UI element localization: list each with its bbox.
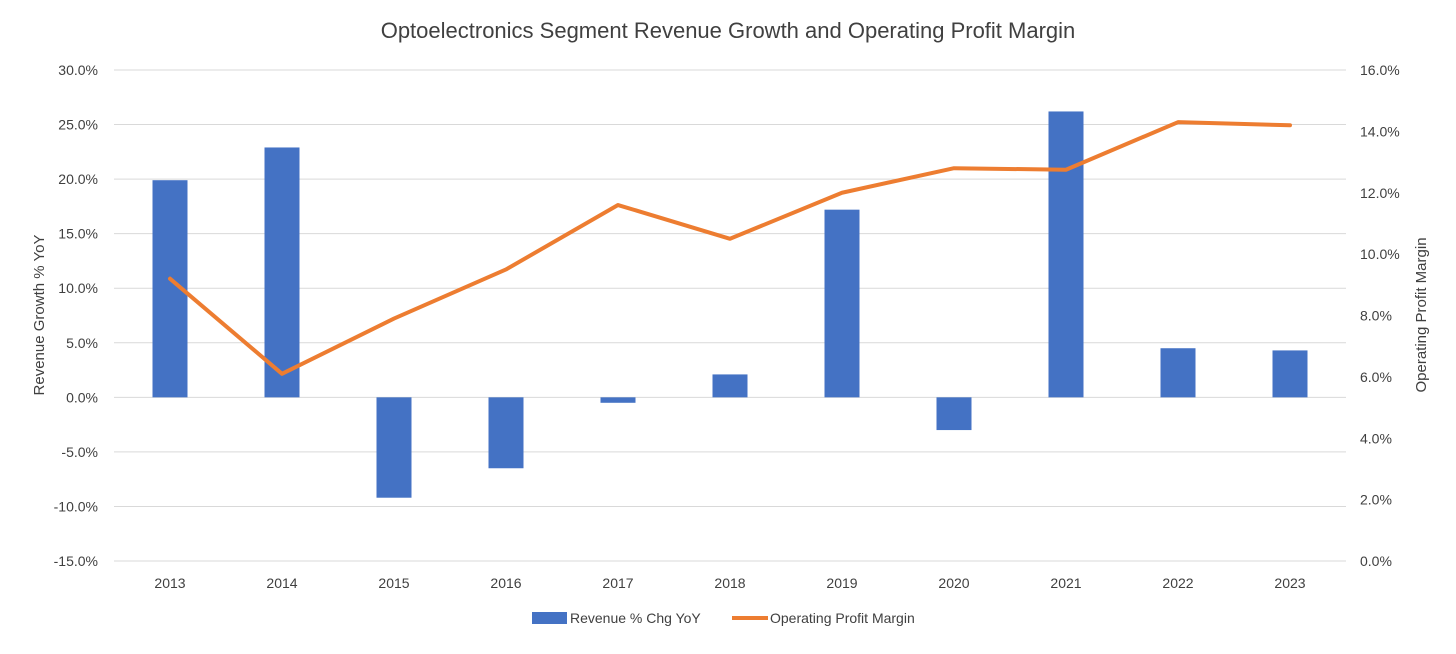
y2-tick-label: 14.0% bbox=[1360, 123, 1400, 139]
y-tick-label: 25.0% bbox=[58, 117, 98, 133]
y-axis-label: Revenue Growth % YoY bbox=[31, 235, 48, 396]
y-tick-label: 0.0% bbox=[66, 389, 98, 405]
y-tick-label: -15.0% bbox=[54, 553, 98, 569]
line-series bbox=[170, 122, 1290, 374]
y-tick-label: 5.0% bbox=[66, 335, 98, 351]
x-tick-label: 2022 bbox=[1162, 575, 1193, 591]
bar-2023 bbox=[1273, 350, 1308, 397]
x-axis-ticks: 2013 2014 2015 2016 2017 2018 2019 2020 2021 2022… bbox=[154, 575, 1305, 591]
chart-title: Optoelectronics Segment Revenue Growth a… bbox=[381, 18, 1076, 43]
bar-2020 bbox=[937, 397, 972, 430]
operating-profit-margin-line bbox=[170, 122, 1290, 374]
x-tick-label: 2017 bbox=[602, 575, 633, 591]
y-axis-ticks: 30.0% 25.0% 20.0% 15.0% 10.0% 5.0% 0.0% -5.0% -1… bbox=[54, 62, 98, 569]
bar-2018 bbox=[713, 374, 748, 397]
y2-axis-label: Operating Profit Margin bbox=[1413, 237, 1430, 392]
x-tick-label: 2015 bbox=[378, 575, 409, 591]
x-tick-label: 2014 bbox=[266, 575, 297, 591]
bar-2022 bbox=[1161, 348, 1196, 397]
legend: Revenue % Chg YoY Operating Profit Margi… bbox=[532, 610, 915, 626]
bar-2014 bbox=[265, 147, 300, 397]
bar-2017 bbox=[601, 397, 636, 402]
legend-label-bar: Revenue % Chg YoY bbox=[570, 610, 701, 626]
y2-axis-ticks: 16.0% 14.0% 12.0% 10.0% 8.0% 6.0% 4.0% 2.0% 0.0% bbox=[1360, 62, 1400, 569]
x-tick-label: 2013 bbox=[154, 575, 185, 591]
y2-tick-label: 12.0% bbox=[1360, 185, 1400, 201]
y-tick-label: -10.0% bbox=[54, 498, 98, 514]
legend-label-line: Operating Profit Margin bbox=[770, 610, 915, 626]
y2-tick-label: 4.0% bbox=[1360, 430, 1392, 446]
bar-2021 bbox=[1049, 111, 1084, 397]
bar-2015 bbox=[377, 397, 412, 497]
y-tick-label: 30.0% bbox=[58, 62, 98, 78]
bar-2019 bbox=[825, 210, 860, 398]
x-tick-label: 2020 bbox=[938, 575, 969, 591]
x-tick-label: 2023 bbox=[1274, 575, 1305, 591]
y2-tick-label: 2.0% bbox=[1360, 492, 1392, 508]
x-tick-label: 2016 bbox=[490, 575, 521, 591]
y2-tick-label: 10.0% bbox=[1360, 246, 1400, 262]
y2-tick-label: 0.0% bbox=[1360, 553, 1392, 569]
y2-tick-label: 8.0% bbox=[1360, 308, 1392, 324]
x-tick-label: 2018 bbox=[714, 575, 745, 591]
y-tick-label: 10.0% bbox=[58, 280, 98, 296]
y2-tick-label: 16.0% bbox=[1360, 62, 1400, 78]
legend-swatch-bar bbox=[532, 612, 567, 624]
y-tick-label: 20.0% bbox=[58, 171, 98, 187]
bar-series bbox=[153, 111, 1308, 497]
x-tick-label: 2019 bbox=[826, 575, 857, 591]
y-tick-label: 15.0% bbox=[58, 226, 98, 242]
y2-tick-label: 6.0% bbox=[1360, 369, 1392, 385]
bar-2016 bbox=[489, 397, 524, 468]
x-tick-label: 2021 bbox=[1050, 575, 1081, 591]
y-tick-label: -5.0% bbox=[61, 444, 98, 460]
